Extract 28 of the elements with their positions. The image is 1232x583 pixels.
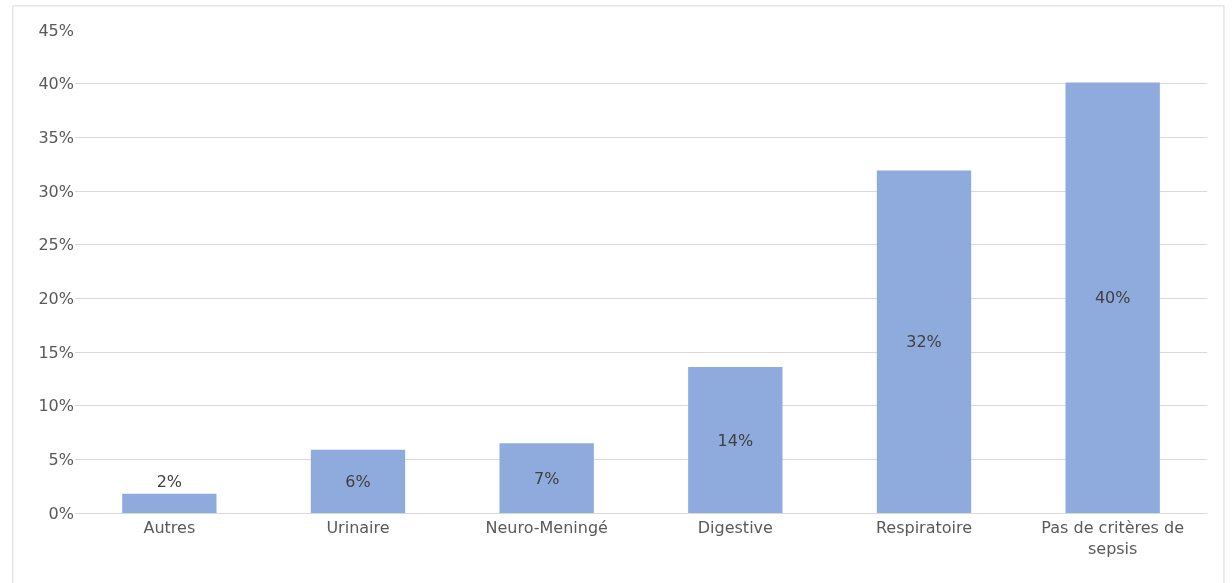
bar (122, 493, 217, 513)
x-tick-label: Digestive (697, 518, 773, 538)
x-tick-label: Respiratoire (875, 518, 973, 538)
y-tick-label: 40% (38, 74, 74, 94)
x-tick-label: Autres (143, 518, 196, 538)
y-tick-label: 15% (38, 342, 74, 362)
y-tick-label: 25% (38, 235, 74, 255)
data-label: 6% (345, 471, 371, 491)
y-tick-label: 20% (38, 288, 74, 308)
bar (688, 367, 783, 513)
y-tick-label: 45% (38, 20, 74, 40)
data-label: 2% (156, 471, 183, 491)
x-tick-label: Pas de critères de sepsis (1041, 518, 1185, 558)
y-tick-label: 0% (48, 503, 74, 523)
y-tick-label: 30% (38, 181, 74, 201)
data-label: 7% (533, 468, 560, 488)
bar (310, 449, 406, 513)
bar (499, 443, 594, 513)
y-tick-label: 10% (38, 396, 74, 416)
x-tick-label: Urinaire (326, 518, 390, 538)
bar (1065, 82, 1160, 513)
y-tick-label: 5% (48, 449, 74, 469)
data-label: 32% (906, 332, 942, 352)
data-label: 40% (1094, 288, 1131, 308)
y-tick-label: 35% (38, 127, 74, 147)
bar (876, 170, 972, 513)
data-label: 14% (717, 430, 754, 450)
x-tick-label: Neuro-Meningé (485, 518, 608, 538)
